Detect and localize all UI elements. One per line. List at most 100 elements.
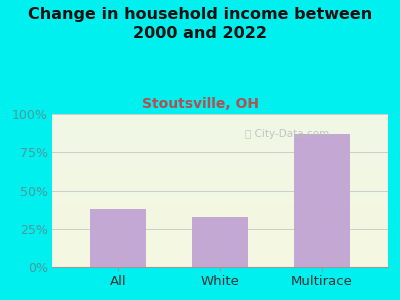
Bar (52, 188, 388, 189)
Bar (52, 235, 388, 236)
Bar (52, 123, 388, 124)
Bar (52, 177, 388, 178)
Bar (52, 186, 388, 187)
Bar (52, 118, 388, 119)
Bar (52, 183, 388, 184)
Bar (52, 209, 388, 210)
Bar (294, 134, 350, 267)
Bar (52, 230, 388, 231)
Bar (52, 248, 388, 249)
Bar (52, 129, 388, 130)
Bar (52, 207, 388, 208)
Bar (52, 157, 388, 158)
Bar (52, 193, 388, 194)
Bar (52, 250, 388, 251)
Bar (52, 265, 388, 266)
Bar (52, 166, 388, 167)
Bar (52, 239, 388, 240)
Bar (52, 127, 388, 128)
Bar (52, 249, 388, 250)
Bar (52, 217, 388, 218)
Bar (52, 115, 388, 116)
Bar (52, 119, 388, 120)
Bar (52, 134, 388, 135)
Bar (52, 216, 388, 217)
Bar (52, 196, 388, 197)
Bar (52, 246, 388, 247)
Bar (52, 167, 388, 168)
Bar (52, 131, 388, 132)
Bar (52, 125, 388, 126)
Bar (52, 208, 388, 209)
Bar (52, 262, 388, 263)
Bar (52, 135, 388, 136)
Bar (52, 236, 388, 237)
Bar (52, 143, 388, 144)
Bar (52, 173, 388, 174)
Bar (52, 185, 388, 186)
Bar (52, 162, 388, 163)
Bar (52, 195, 388, 196)
Bar (52, 215, 388, 216)
Bar (52, 242, 388, 243)
Bar (52, 124, 388, 125)
Bar (52, 146, 388, 147)
Bar (52, 256, 388, 257)
Bar (52, 218, 388, 219)
Bar (52, 190, 388, 191)
Bar (52, 253, 388, 254)
Bar (52, 221, 388, 222)
Bar (52, 128, 388, 129)
Bar (52, 214, 388, 215)
Bar (52, 228, 388, 229)
Bar (52, 252, 388, 253)
Bar (52, 191, 388, 192)
Bar (52, 159, 388, 160)
Bar (52, 156, 388, 157)
Bar (52, 182, 388, 183)
Bar (52, 180, 388, 181)
Bar (52, 199, 388, 200)
Bar (52, 255, 388, 256)
Bar (52, 223, 388, 224)
Bar (52, 114, 388, 115)
Bar (52, 198, 388, 199)
Bar (52, 229, 388, 230)
Bar (52, 231, 388, 232)
Bar (52, 136, 388, 137)
Bar (52, 149, 388, 150)
Bar (52, 258, 388, 259)
Bar (52, 171, 388, 172)
Bar (52, 259, 388, 260)
Bar (52, 152, 388, 153)
Bar (52, 266, 388, 267)
Bar (52, 165, 388, 166)
Bar (52, 138, 388, 139)
Bar (52, 144, 388, 145)
Bar (52, 226, 388, 227)
Bar (52, 145, 388, 146)
Bar (52, 220, 388, 221)
Bar (52, 241, 388, 242)
Bar (52, 205, 388, 206)
Bar (52, 200, 388, 201)
Bar (52, 203, 388, 204)
Bar (52, 247, 388, 248)
Bar (52, 187, 388, 188)
Bar (52, 139, 388, 140)
Bar (52, 206, 388, 207)
Bar (52, 126, 388, 127)
Bar (52, 261, 388, 262)
Bar (52, 257, 388, 258)
Bar (52, 174, 388, 175)
Bar (52, 238, 388, 239)
Bar (52, 232, 388, 233)
Bar (52, 192, 388, 193)
Bar (52, 172, 388, 173)
Bar (52, 233, 388, 234)
Bar (52, 121, 388, 122)
Bar (52, 158, 388, 159)
Bar (52, 224, 388, 225)
Bar (52, 164, 388, 165)
Bar (52, 116, 388, 117)
